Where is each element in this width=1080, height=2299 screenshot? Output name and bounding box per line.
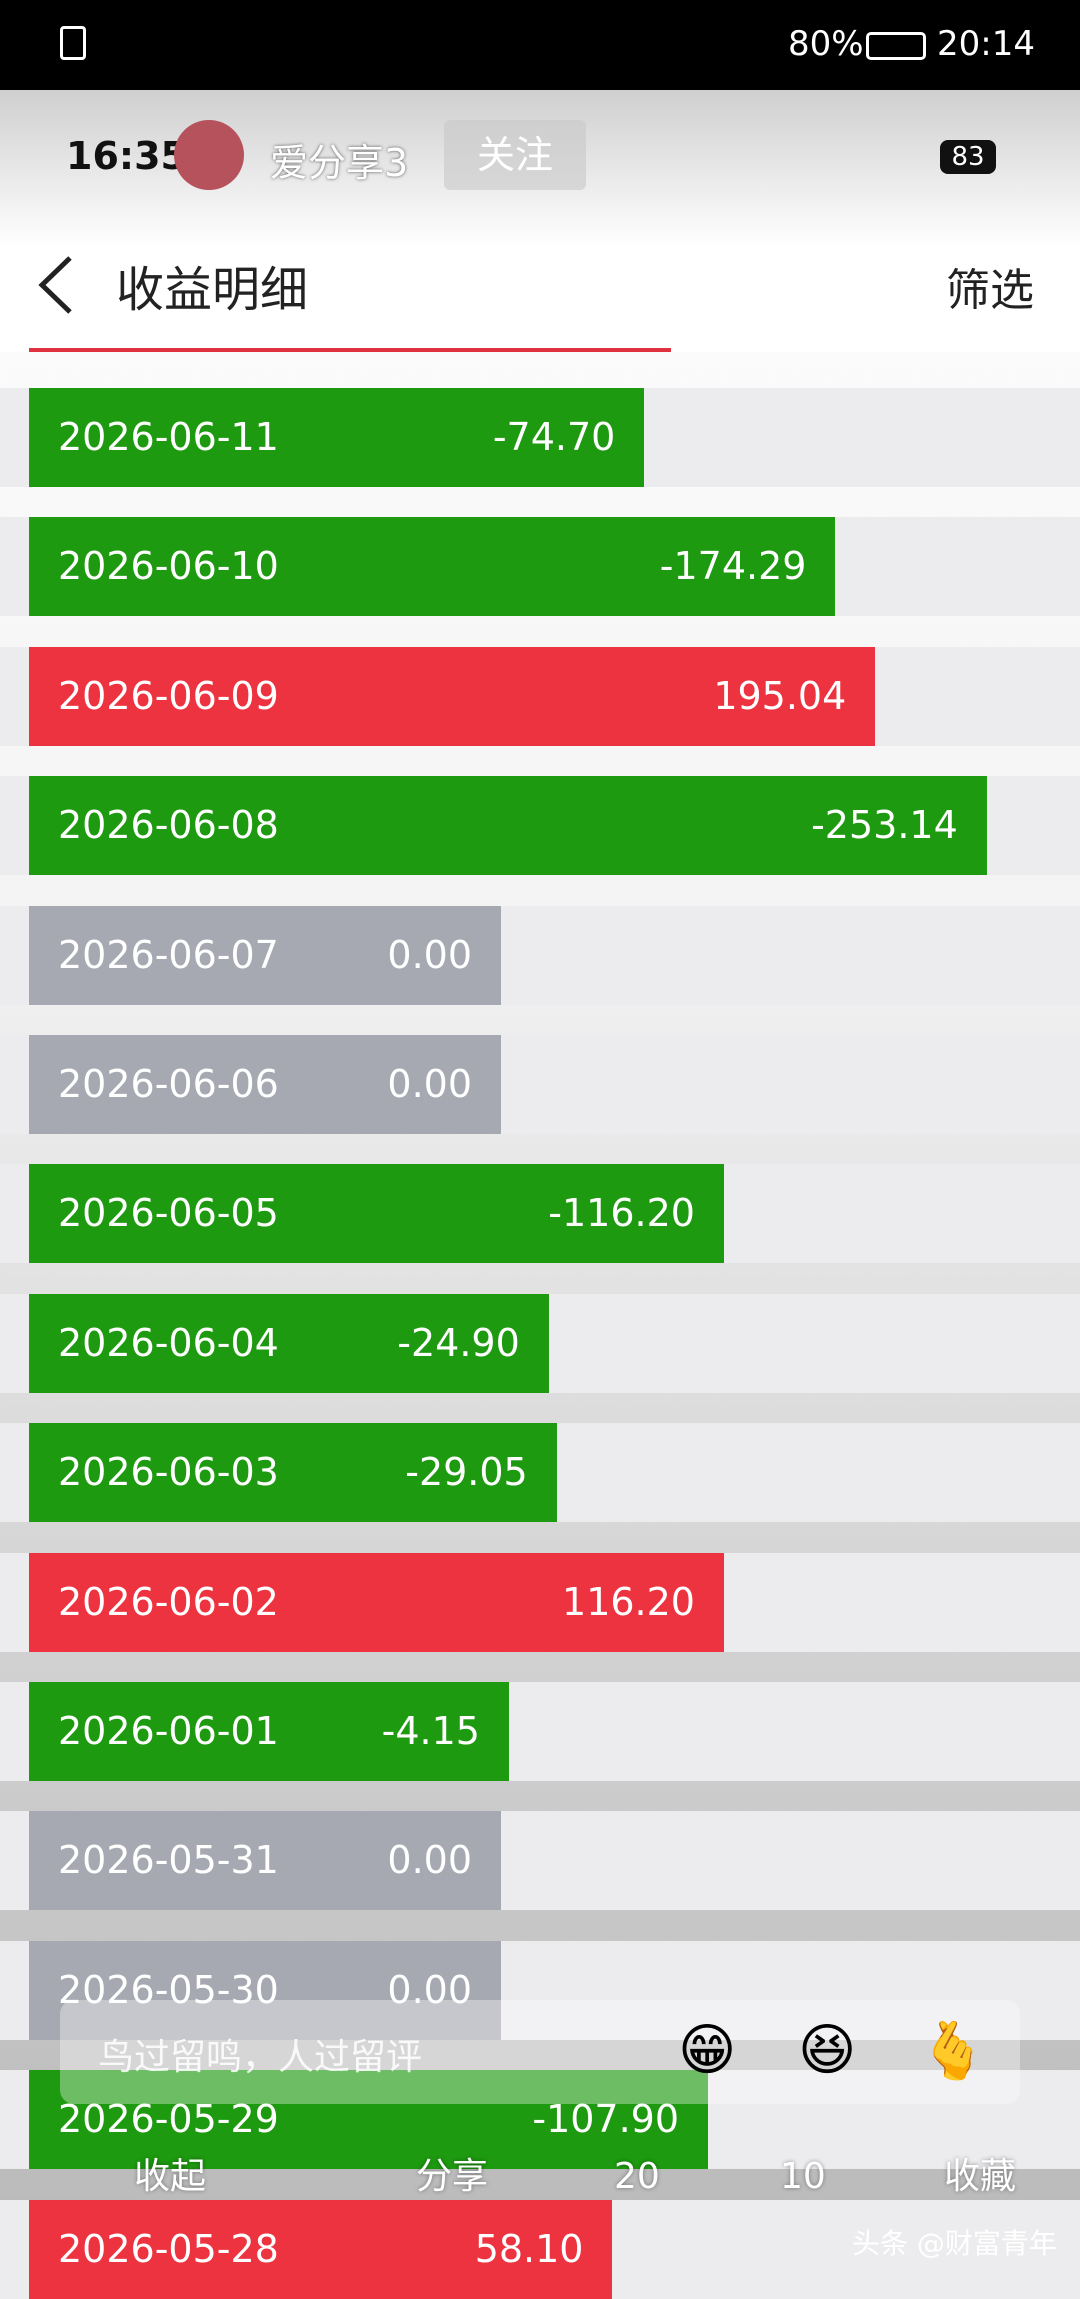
bar [29, 388, 645, 487]
status-bar: 80% 20:14 [0, 0, 1080, 90]
bar [29, 1682, 509, 1781]
row-date: 2026-06-09 [58, 673, 279, 718]
row-date: 2026-06-03 [58, 1450, 279, 1495]
page-title: 收益明细 [116, 262, 309, 318]
bar [29, 2070, 709, 2170]
avatar[interactable] [174, 120, 244, 190]
bar [29, 1164, 724, 1264]
row-value: -253.14 [811, 803, 958, 848]
bar [29, 1811, 501, 1911]
author-name[interactable]: 爱分享3 [270, 141, 409, 185]
row-date: 2026-06-06 [58, 1062, 279, 1106]
badge: 83 [940, 140, 996, 174]
battery-icon [866, 32, 926, 60]
header-area: 16:35 爱分享3 关注 83 收益明细 筛选 [0, 90, 1080, 352]
row-date: 2026-05-29 [58, 2097, 279, 2142]
row-value: 116.20 [562, 1579, 695, 1624]
row-date: 2026-06-11 [58, 415, 279, 459]
row-date: 2026-06-02 [58, 1579, 279, 1624]
cut-off-row [29, 348, 671, 352]
row-value: 0.00 [387, 1967, 472, 2012]
row-value: -174.29 [659, 544, 807, 589]
row-date: 2026-06-05 [58, 1191, 279, 1236]
row-date: 2026-05-30 [58, 1967, 279, 2012]
row-date: 2026-06-10 [58, 544, 279, 589]
filter-button[interactable]: 筛选 [946, 265, 1034, 316]
follow-button[interactable]: 关注 [444, 120, 586, 190]
row-date: 2026-06-04 [58, 1320, 279, 1365]
like-count[interactable]: 10 [780, 2156, 826, 2197]
bar [29, 1552, 724, 1652]
battery-percent: 80% [788, 24, 864, 64]
sim-icon [60, 26, 86, 60]
watermark: 头条 @财富青年 [852, 2227, 1057, 2260]
comment-box[interactable]: 鸟过留鸣，人过留评 😁 😆 🫰 [60, 2000, 1020, 2104]
row-date: 2026-06-08 [58, 803, 279, 848]
row-value: 0.00 [387, 932, 472, 977]
row-value: 195.04 [713, 673, 847, 718]
bar [29, 776, 987, 876]
favorite-button[interactable]: 收藏 [944, 2156, 1017, 2197]
bar [29, 1035, 501, 1134]
row-value: -116.20 [548, 1191, 695, 1236]
row-value: -4.15 [381, 1709, 480, 1753]
bar [29, 1940, 501, 2040]
row-value: -74.70 [492, 415, 616, 459]
clock: 20:14 [937, 24, 1035, 64]
row-value: 58.10 [474, 2226, 584, 2271]
overlay-time: 16:35 [66, 134, 187, 178]
row-date: 2026-05-31 [58, 1838, 279, 1883]
bar [29, 646, 876, 746]
comment-count[interactable]: 20 [614, 2156, 660, 2197]
emoji[interactable]: 😁 [678, 2018, 737, 2083]
emoji[interactable]: 😆 [798, 2018, 857, 2083]
share-button[interactable]: 分享 [416, 2156, 489, 2197]
back-button[interactable] [30, 250, 90, 320]
row-date: 2026-06-01 [58, 1709, 279, 1753]
row-date: 2026-06-07 [58, 932, 279, 977]
bar [29, 1293, 549, 1393]
row-date: 2026-05-28 [58, 2226, 279, 2271]
bar [29, 1423, 557, 1523]
bar [29, 517, 836, 617]
row-value: -29.05 [405, 1450, 528, 1495]
row-value: 0.00 [387, 1062, 472, 1106]
row-value: -107.90 [532, 2097, 680, 2142]
row-value: -24.90 [397, 1320, 520, 1365]
bar [29, 905, 501, 1005]
collapse-button[interactable]: 收起 [134, 2156, 207, 2197]
emoji[interactable]: 🫰 [918, 2019, 988, 2084]
comment-placeholder: 鸟过留鸣，人过留评 [98, 2037, 423, 2078]
row-value: 0.00 [387, 1838, 472, 1883]
